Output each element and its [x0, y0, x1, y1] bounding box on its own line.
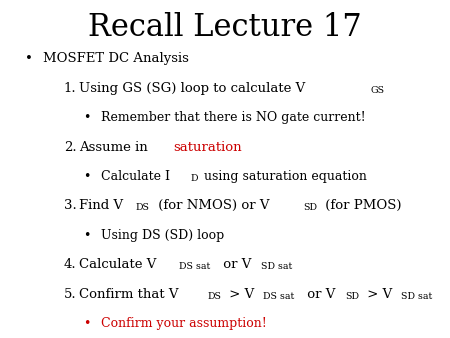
- Text: Calculate I: Calculate I: [101, 170, 170, 183]
- Text: •: •: [83, 317, 90, 330]
- Text: (for PMOS): (for PMOS): [321, 199, 401, 212]
- Text: DS sat: DS sat: [263, 292, 294, 301]
- Text: SD: SD: [303, 203, 317, 213]
- Text: Using GS (SG) loop to calculate V: Using GS (SG) loop to calculate V: [79, 82, 305, 95]
- Text: or V: or V: [303, 288, 336, 300]
- Text: DS sat: DS sat: [179, 262, 210, 271]
- Text: saturation: saturation: [173, 141, 242, 153]
- Text: SD: SD: [345, 292, 359, 301]
- Text: •: •: [83, 229, 90, 242]
- Text: •: •: [25, 52, 32, 65]
- Text: (for NMOS) or V: (for NMOS) or V: [154, 199, 269, 212]
- Text: SD sat: SD sat: [261, 262, 292, 271]
- Text: Confirm your assumption!: Confirm your assumption!: [101, 317, 267, 330]
- Text: using saturation equation: using saturation equation: [200, 170, 367, 183]
- Text: Assume in: Assume in: [79, 141, 152, 153]
- Text: Recall Lecture 17: Recall Lecture 17: [88, 12, 362, 43]
- Text: Find V: Find V: [79, 199, 123, 212]
- Text: DS: DS: [136, 203, 150, 213]
- Text: 2.: 2.: [64, 141, 76, 153]
- Text: 3.: 3.: [64, 199, 76, 212]
- Text: 5.: 5.: [64, 288, 76, 300]
- Text: 1.: 1.: [64, 82, 76, 95]
- Text: D: D: [190, 174, 198, 183]
- Text: or V: or V: [219, 258, 251, 271]
- Text: Remember that there is NO gate current!: Remember that there is NO gate current!: [101, 111, 366, 124]
- Text: DS: DS: [207, 292, 221, 301]
- Text: MOSFET DC Analysis: MOSFET DC Analysis: [43, 52, 189, 65]
- Text: Confirm that V: Confirm that V: [79, 288, 178, 300]
- Text: > V: > V: [225, 288, 254, 300]
- Text: Calculate V: Calculate V: [79, 258, 156, 271]
- Text: Using DS (SD) loop: Using DS (SD) loop: [101, 229, 225, 242]
- Text: > V: > V: [363, 288, 392, 300]
- Text: SD sat: SD sat: [401, 292, 432, 301]
- Text: GS: GS: [371, 86, 385, 95]
- Text: •: •: [83, 170, 90, 183]
- Text: •: •: [83, 111, 90, 124]
- Text: 4.: 4.: [64, 258, 76, 271]
